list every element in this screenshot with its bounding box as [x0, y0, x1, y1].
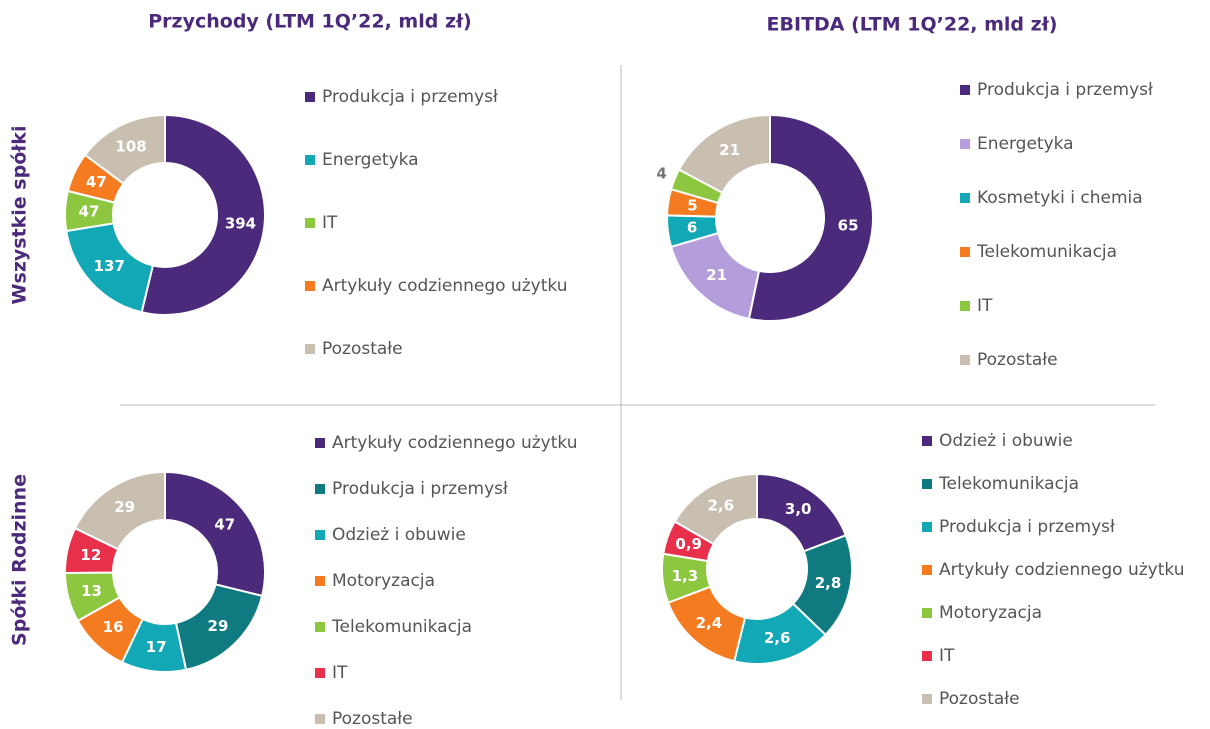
- legend-label: Produkcja i przemysł: [939, 517, 1115, 537]
- legend-swatch: [305, 155, 315, 165]
- legend-label: Kosmetyki i chemia: [977, 188, 1143, 208]
- data-label: 65: [838, 217, 859, 235]
- data-label: 47: [214, 516, 235, 534]
- legend-label: IT: [939, 646, 955, 666]
- legend-label: Telekomunikacja: [331, 617, 472, 637]
- data-label: 21: [719, 141, 740, 159]
- donut-slice: [83, 113, 166, 186]
- legend-swatch: [315, 622, 325, 632]
- legend-swatch: [922, 565, 932, 575]
- legend-label: IT: [322, 213, 338, 233]
- column-title: EBITDA (LTM 1Q’22, mld zł): [767, 14, 1058, 36]
- legend-swatch: [315, 484, 325, 494]
- legend-swatch: [960, 247, 970, 257]
- donut-slice: [73, 470, 166, 551]
- legend-swatch: [960, 355, 970, 365]
- data-label: 29: [114, 498, 135, 516]
- data-label: 16: [103, 618, 124, 636]
- data-label: 13: [81, 582, 102, 600]
- data-label: 47: [79, 202, 100, 220]
- data-label: 2,8: [815, 574, 842, 592]
- column-title: Przychody (LTM 1Q’22, mld zł): [148, 11, 472, 33]
- legend-label: Produkcja i przemysł: [332, 479, 508, 499]
- legend-label: Artykuły codziennego użytku: [322, 276, 568, 296]
- legend-swatch: [315, 714, 325, 724]
- data-label: 394: [225, 214, 256, 232]
- legend-label: Produkcja i przemysł: [322, 87, 498, 107]
- data-label: 2,6: [707, 497, 734, 515]
- data-label: 108: [115, 137, 146, 155]
- legend-label: Pozostałe: [332, 709, 413, 729]
- row-label: Wszystkie spółki: [9, 126, 31, 305]
- legend-swatch: [960, 85, 970, 95]
- legend-label: Artykuły codziennego użytku: [332, 433, 578, 453]
- donut-slice: [747, 113, 874, 322]
- legend-label: Energetyka: [977, 134, 1074, 154]
- data-label: 17: [146, 638, 167, 656]
- data-label: 12: [80, 546, 101, 564]
- legend-swatch: [315, 438, 325, 448]
- donut-slice: [140, 113, 266, 316]
- legend-label: Odzież i obuwie: [332, 525, 466, 545]
- data-label: 0,9: [675, 535, 702, 553]
- legend-label: Odzież i obuwie: [939, 431, 1073, 451]
- legend-label: Artykuły codziennego użytku: [939, 560, 1185, 580]
- donut-slice: [677, 113, 771, 194]
- data-label: 4: [656, 164, 666, 182]
- donut-slice: [164, 470, 266, 598]
- legend-label: Pozostałe: [322, 339, 403, 359]
- legend-swatch: [305, 218, 315, 228]
- legend-label: Motoryzacja: [939, 603, 1042, 623]
- legend-swatch: [305, 344, 315, 354]
- legend-label: Pozostałe: [977, 350, 1058, 370]
- legend-swatch: [922, 651, 932, 661]
- legend-swatch: [960, 139, 970, 149]
- legend-swatch: [922, 479, 932, 489]
- donut-slice: [673, 472, 758, 546]
- data-label: 6: [687, 219, 697, 237]
- legend-label: Pozostałe: [939, 689, 1020, 709]
- legend-swatch: [922, 436, 932, 446]
- data-label: 137: [94, 257, 125, 275]
- data-label: 47: [86, 173, 107, 191]
- legend-swatch: [315, 668, 325, 678]
- data-label: 5: [687, 196, 697, 214]
- legend-swatch: [960, 301, 970, 311]
- legend-swatch: [922, 522, 932, 532]
- legend-swatch: [305, 92, 315, 102]
- legend-label: Telekomunikacja: [938, 474, 1079, 494]
- data-label: 3,0: [785, 500, 812, 518]
- data-label: 29: [208, 617, 229, 635]
- legend-swatch: [922, 608, 932, 618]
- legend-swatch: [305, 281, 315, 291]
- row-label: Spółki Rodzinne: [9, 474, 31, 646]
- legend-label: Motoryzacja: [332, 571, 435, 591]
- legend-label: Telekomunikacja: [976, 242, 1117, 262]
- legend-label: Produkcja i przemysł: [977, 80, 1153, 100]
- legend-label: IT: [977, 296, 993, 316]
- legend-swatch: [960, 193, 970, 203]
- legend-label: Energetyka: [322, 150, 419, 170]
- data-label: 2,6: [764, 629, 791, 647]
- legend-swatch: [315, 576, 325, 586]
- data-label: 21: [706, 266, 727, 284]
- legend-label: IT: [332, 663, 348, 683]
- legend-swatch: [922, 694, 932, 704]
- data-label: 2,4: [696, 614, 723, 632]
- legend-swatch: [315, 530, 325, 540]
- data-label: 1,3: [672, 567, 699, 585]
